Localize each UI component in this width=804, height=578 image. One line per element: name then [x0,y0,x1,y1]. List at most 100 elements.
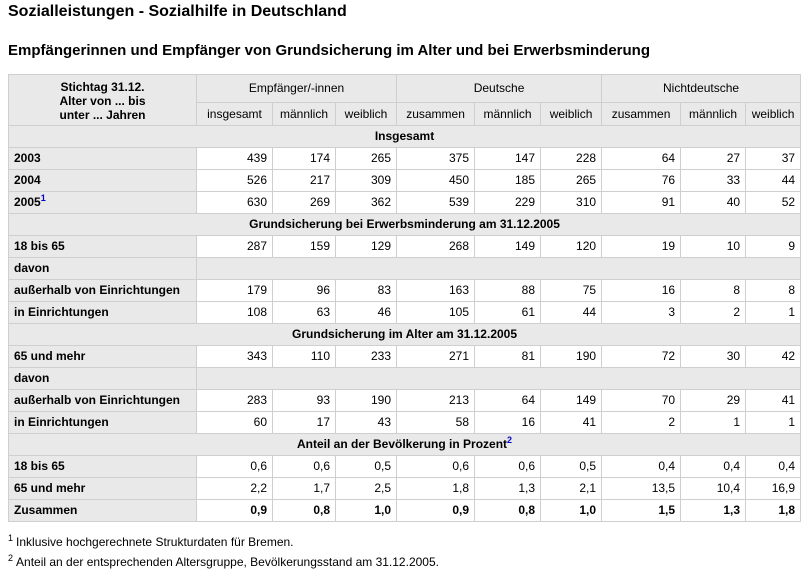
value-cell: 41 [745,389,802,412]
value-cell: 16 [601,279,682,302]
value-cell: 1 [745,411,802,434]
row-label: 2003 [8,147,197,170]
section-header-row: Insgesamt [7,125,802,148]
value-cell: 108 [196,301,273,324]
table-row: 65 und mehr 2,2 1,7 2,5 1,8 1,3 2,1 13,5 10,4 16,… [8,477,802,500]
row-label: in Einrichtungen [8,301,197,324]
value-cell: 179 [196,279,273,302]
value-cell: 0,8 [272,499,336,522]
section-title-text: Grundsicherung im Alter am 31.12.2005 [292,327,518,341]
row-label-text: 18 bis 65 [14,239,65,253]
value-cell: 233 [334,345,398,368]
section-title: Insgesamt [7,125,802,148]
statistics-table: Stichtag 31.12. Alter von ... bis unter … [7,74,802,522]
value-cell: 0,8 [474,499,542,522]
value-cell: 9 [745,235,802,258]
value-cell: 10,4 [680,477,747,500]
value-cell: 63 [272,301,336,324]
footnote-link[interactable]: 2 [507,435,513,445]
value-cell: 539 [396,191,476,214]
value-cell: 0,4 [680,455,747,478]
header-sub: weiblich [745,101,802,127]
corner-line: Alter von ... bis [59,94,146,108]
footnote-mark: 1 [8,533,14,543]
value-cell: 40 [680,191,747,214]
footnote: 2 Anteil an der entsprechenden Altersgrup… [8,552,439,572]
value-cell: 1,3 [474,477,542,500]
value-cell: 217 [272,169,336,192]
value-cell: 42 [745,345,802,368]
blank-cell [195,367,802,390]
value-cell: 1,0 [334,499,398,522]
table-row: in Einrichtungen 108 63 46 105 61 44 3 2 1 [8,301,802,324]
value-cell: 343 [196,345,273,368]
footnote-link[interactable]: 1 [40,193,46,203]
value-cell: 190 [334,389,398,412]
value-cell: 0,5 [334,455,398,478]
value-cell: 3 [601,301,682,324]
header-sub: männlich [474,101,542,127]
table-row: 18 bis 65 0,6 0,6 0,5 0,6 0,6 0,5 0,4 0,4 0,4 [8,455,802,478]
value-cell: 8 [680,279,747,302]
value-cell: 439 [196,147,273,170]
table-title: Empfängerinnen und Empfänger von Grundsi… [8,42,651,59]
corner-line: unter ... Jahren [59,108,146,122]
value-cell: 309 [334,169,398,192]
row-label: 65 und mehr [8,345,197,368]
table-row: 18 bis 65 287 159 129 268 149 120 19 10 9 [8,235,802,258]
value-cell: 1,0 [540,499,603,522]
row-label-text: Zusammen [14,503,78,517]
footnote-mark: 2 [8,553,14,563]
value-cell: 265 [334,147,398,170]
value-cell: 0,6 [196,455,273,478]
header-group-deutsche: Deutsche [396,74,603,103]
value-cell: 93 [272,389,336,412]
value-cell: 2,2 [196,477,273,500]
row-label-text: in Einrichtungen [14,415,109,429]
value-cell: 1,7 [272,477,336,500]
table-header: Stichtag 31.12. Alter von ... bis unter … [8,74,802,127]
row-label: davon [8,367,197,390]
table-row: außerhalb von Einrichtungen 283 93 190 213 64… [8,389,802,412]
table-row: außerhalb von Einrichtungen 179 96 83 163 88 7… [8,279,802,302]
header-group-nichtdeutsche: Nichtdeutsche [601,74,802,103]
row-label: in Einrichtungen [8,411,197,434]
value-cell: 147 [474,147,542,170]
header-sub: zusammen [601,101,682,127]
value-cell: 41 [540,411,603,434]
footnotes: 1 Inklusive hochgerechnete Strukturdaten … [8,532,439,572]
value-cell: 630 [196,191,273,214]
value-cell: 76 [601,169,682,192]
table-row: Zusammen 0,9 0,8 1,0 0,9 0,8 1,0 1,5 1,3 1,8 [8,499,802,522]
header-sub: zusammen [396,101,476,127]
value-cell: 16,9 [745,477,802,500]
value-cell: 228 [540,147,603,170]
table-body: Insgesamt 2003 439 174 265 375 147 228 64 27 37 200… [7,125,802,522]
corner-line: Stichtag 31.12. [60,80,145,94]
footnote: 1 Inklusive hochgerechnete Strukturdaten … [8,532,439,552]
row-label: 18 bis 65 [8,455,197,478]
table-row: 2004 526 217 309 450 185 265 76 33 44 [8,169,802,192]
value-cell: 29 [680,389,747,412]
blank-cell [195,257,802,280]
value-cell: 58 [396,411,476,434]
value-cell: 16 [474,411,542,434]
value-cell: 2 [601,411,682,434]
value-cell: 268 [396,235,476,258]
value-cell: 0,5 [540,455,603,478]
value-cell: 1,3 [680,499,747,522]
value-cell: 213 [396,389,476,412]
section-title-text: Insgesamt [374,129,435,143]
table-row: 2003 439 174 265 375 147 228 64 27 37 [8,147,802,170]
value-cell: 149 [540,389,603,412]
value-cell: 105 [396,301,476,324]
value-cell: 64 [601,147,682,170]
value-cell: 2,1 [540,477,603,500]
value-cell: 1 [680,411,747,434]
value-cell: 1 [745,301,802,324]
section-title: Anteil an der Bevölkerung in Prozent2 [7,433,802,456]
value-cell: 72 [601,345,682,368]
row-label-text: 2004 [14,173,41,187]
row-label-text: 65 und mehr [14,481,86,495]
section-header-row: Grundsicherung im Alter am 31.12.2005 [7,323,802,346]
